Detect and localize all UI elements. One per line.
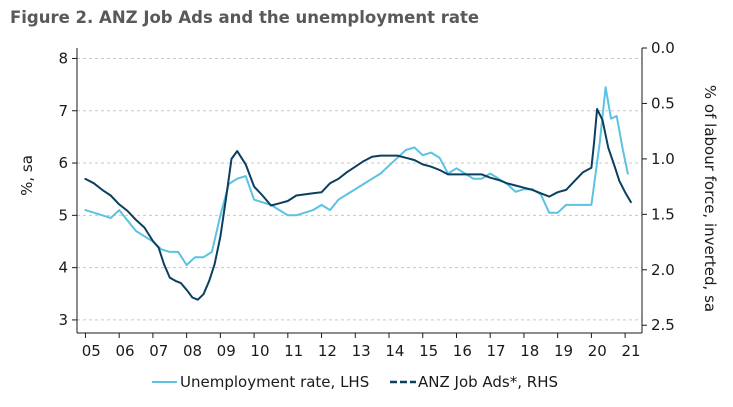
x-tick-label: 19	[554, 342, 573, 360]
y-left-axis-title: %, sa	[18, 155, 36, 196]
axis-labels: 3 4 5 6 7 8 0.0 0.5 1.0 1.5 2.0 2.5 05 06 07 08 09 10 11 12…	[18, 39, 719, 360]
x-tick-label: 07	[149, 342, 168, 360]
x-tick-label: 10	[250, 342, 269, 360]
y-left-tick-label: 3	[58, 311, 68, 329]
x-tick-label: 06	[115, 342, 134, 360]
y-right-tick-label: 2.5	[651, 316, 675, 334]
legend: Unemployment rate, LHS ANZ Job Ads*, RHS	[152, 373, 558, 391]
y-right-tick-label: 2.0	[651, 261, 675, 279]
gridlines	[77, 57, 642, 321]
x-tick-label: 05	[82, 342, 101, 360]
axes	[72, 47, 647, 338]
x-tick-label: 17	[487, 342, 506, 360]
x-tick-label: 11	[284, 342, 303, 360]
series-lines	[84, 86, 632, 301]
y-right-tick-label: 0.5	[651, 94, 675, 112]
y-left-tick-label: 5	[58, 206, 68, 224]
y-left-tick-label: 8	[58, 49, 68, 67]
y-left-tick-label: 4	[58, 259, 68, 277]
x-tick-label: 18	[520, 342, 539, 360]
job-ads-line	[84, 108, 632, 301]
x-tick-label: 09	[217, 342, 236, 360]
y-right-axis-title: % of labour force, inverted, sa	[701, 85, 719, 312]
legend-label-unemployment: Unemployment rate, LHS	[180, 373, 369, 391]
x-tick-label: 12	[318, 342, 337, 360]
x-tick-label: 14	[385, 342, 404, 360]
x-tick-label: 08	[183, 342, 202, 360]
x-tick-label: 13	[352, 342, 371, 360]
x-tick-label: 15	[419, 342, 438, 360]
legend-label-job-ads: ANZ Job Ads*, RHS	[418, 373, 558, 391]
y-right-tick-label: 0.0	[651, 39, 675, 57]
y-right-tick-label: 1.5	[651, 205, 675, 223]
y-right-tick-label: 1.0	[651, 150, 675, 168]
x-tick-label: 20	[588, 342, 607, 360]
x-tick-label: 16	[453, 342, 472, 360]
unemployment-rate-line	[84, 86, 629, 266]
figure-title: Figure 2. ANZ Job Ads and the unemployme…	[10, 8, 480, 27]
x-tick-label: 21	[621, 342, 640, 360]
y-left-tick-label: 7	[58, 102, 68, 120]
y-left-tick-label: 6	[58, 154, 68, 172]
